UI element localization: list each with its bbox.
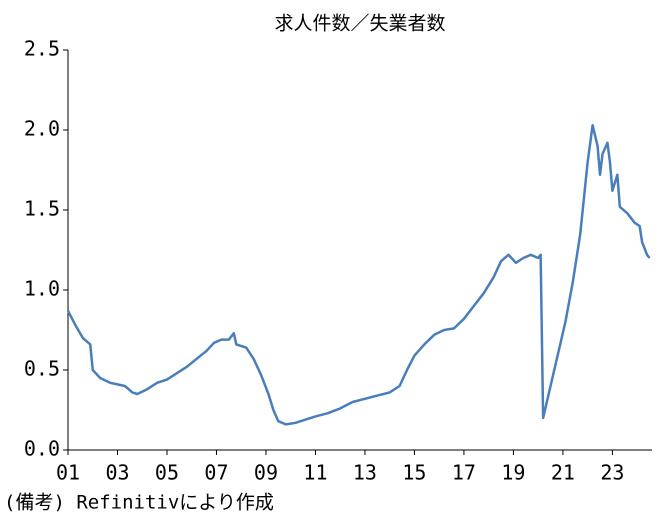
x-tick-label: 15 [402, 461, 426, 485]
y-tick-label: 0.5 [24, 357, 60, 381]
y-tick-label: 0.0 [24, 437, 60, 461]
y-tick-label: 2.0 [24, 117, 60, 141]
y-tick-label: 2.5 [24, 37, 60, 61]
x-tick-label: 19 [501, 461, 525, 485]
y-tick-label: 1.5 [24, 197, 60, 221]
chart-title: 求人件数／失業者数 [274, 13, 445, 35]
x-tick-label: 07 [204, 461, 228, 485]
x-tick-label: 05 [155, 461, 179, 485]
x-tick-label: 03 [105, 461, 129, 485]
x-tick-label: 21 [551, 461, 575, 485]
x-tick-label: 23 [600, 461, 624, 485]
source-note: (備考) Refinitivにより作成 [4, 492, 274, 514]
data-line [66, 123, 651, 426]
x-tick-label: 09 [254, 461, 278, 485]
x-tick-label: 13 [353, 461, 377, 485]
x-tick-label: 17 [452, 461, 476, 485]
y-tick-label: 1.0 [24, 277, 60, 301]
x-tick-label: 11 [303, 461, 327, 485]
x-tick-label: 01 [56, 461, 80, 485]
